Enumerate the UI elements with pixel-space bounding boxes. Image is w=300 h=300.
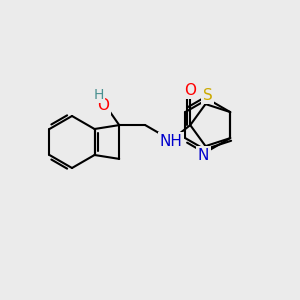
Text: NH: NH	[159, 134, 182, 148]
Text: N: N	[198, 148, 209, 163]
Text: O: O	[98, 98, 110, 113]
Text: H: H	[93, 88, 104, 102]
Text: S: S	[203, 88, 212, 103]
Text: O: O	[184, 82, 196, 98]
